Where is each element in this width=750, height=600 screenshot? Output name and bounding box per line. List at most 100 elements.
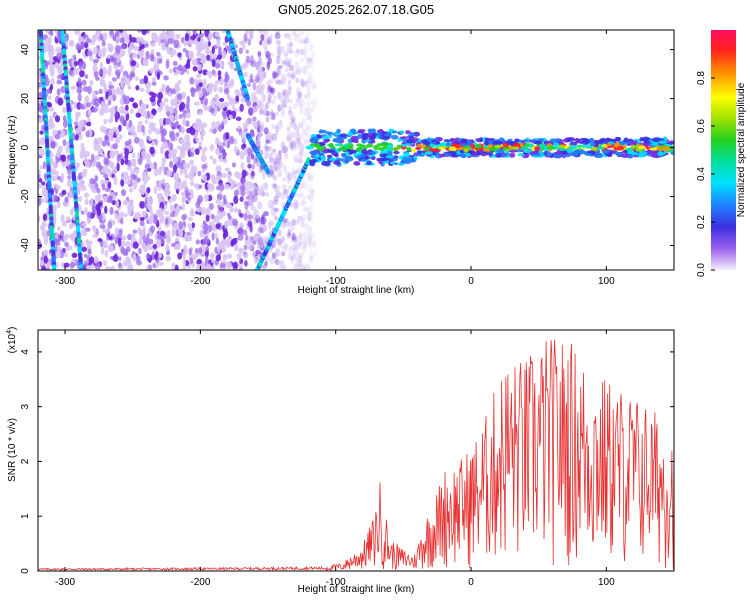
spectrogram-blob [217, 204, 221, 209]
spectrogram-blob [301, 65, 306, 71]
spectrogram-line-blob [494, 144, 501, 149]
spectrogram-blob [178, 124, 182, 133]
spectrogram-line-blob [484, 137, 490, 142]
spectrogram-blob [308, 251, 315, 259]
spectrogram-blob [196, 51, 201, 58]
spectrogram-blob [232, 162, 237, 168]
x-tick-label: -300 [55, 276, 75, 287]
spectrogram-blob [166, 30, 171, 37]
spectrogram-blob [73, 121, 79, 126]
spectrogram-line-blob [339, 146, 346, 151]
spectrogram-blob [152, 243, 157, 250]
spectrogram-blob [60, 154, 67, 163]
spectrogram-line-blob [311, 136, 319, 141]
spectrogram-line-blob [430, 139, 437, 143]
spectrogram-blob [64, 196, 69, 203]
spectrogram-blob [130, 108, 134, 115]
spectrogram-blob [107, 99, 112, 106]
spectrogram-blob [109, 114, 114, 122]
spectrogram-blob [290, 112, 295, 121]
spectrogram-blob [126, 246, 131, 253]
spectrogram-blob [283, 96, 289, 105]
spectrogram-blob [71, 59, 76, 68]
spectrogram-blob [269, 87, 275, 94]
spectrogram-line-blob [328, 157, 337, 161]
spectrogram-line-blob [613, 142, 620, 148]
spectrogram-blob [298, 158, 304, 163]
spectrogram-blob [91, 204, 96, 214]
spectrogram-blob [62, 119, 68, 129]
spectrogram-blob [264, 192, 270, 197]
spectrogram-blob [185, 63, 191, 69]
spectrogram-blob [299, 200, 306, 207]
spectrogram-blob [280, 260, 285, 269]
snr-multiplier-base: (x10 [7, 333, 18, 353]
snr-frame [37, 329, 675, 572]
spectrogram-blob [272, 199, 279, 205]
spectrogram-blob [309, 59, 314, 69]
spectrogram-blob [60, 85, 67, 94]
spectrogram-line-blob [392, 155, 399, 159]
spectrogram-blob [62, 139, 67, 147]
spectrogram-blob [310, 77, 316, 87]
spectrogram-blob [152, 76, 157, 83]
spectrogram-blob [204, 40, 209, 50]
spectrogram-blob [301, 117, 306, 125]
spectrogram-blob [304, 128, 308, 137]
spectrogram-blob [208, 32, 213, 40]
spectrogram-blob [39, 148, 45, 157]
spectrogram-blob [171, 193, 177, 202]
spectrogram-blob [86, 38, 92, 43]
spectrogram-blob [301, 241, 307, 250]
spectrogram-blob [87, 85, 92, 95]
colorbar-tick-label: 0.0 [696, 263, 707, 277]
spectrogram-blob [92, 228, 97, 234]
spectrogram-blob [300, 221, 305, 229]
spectrogram-blob [229, 62, 234, 70]
spectrogram-blob [191, 222, 196, 229]
spectrogram-line-blob [479, 137, 484, 142]
spectrogram-blob [63, 262, 70, 268]
spectrogram-blob [132, 181, 138, 190]
spectrogram-line-blob [495, 152, 502, 158]
spectrogram-line-blob [403, 152, 410, 158]
spectrogram-blob [299, 149, 303, 156]
spectrogram-blob [298, 146, 305, 153]
spectrogram-blob [196, 258, 203, 266]
spectrogram-blob [99, 33, 104, 41]
spectrogram-blob [258, 169, 264, 174]
spectrogram-blob [281, 145, 287, 154]
spectrogram-blob [49, 117, 54, 125]
spectrogram-blob [306, 209, 312, 218]
spectrogram-line-blob [357, 133, 363, 140]
spectrogram-blob [284, 242, 289, 250]
spectrogram-blob [292, 103, 297, 110]
spectrogram-blob [307, 58, 313, 64]
spectrogram-blob [303, 65, 310, 70]
spectrogram-blob [301, 199, 307, 205]
spectrogram-blob [163, 75, 169, 81]
spectrogram-blob [311, 52, 316, 58]
spectrogram-line-blob [415, 146, 422, 151]
spectrogram-blob [189, 171, 194, 177]
spectrogram-blob [115, 127, 120, 136]
spectrogram-line-blob [379, 153, 387, 158]
spectrogram-blob [130, 158, 136, 167]
spectrogram-blob [114, 105, 118, 113]
spectrogram-blob [281, 218, 288, 228]
spectrogram-blob [132, 241, 139, 249]
spectrogram-blob [141, 171, 147, 178]
spectrogram-blob [77, 93, 82, 102]
spectrogram-blob [272, 87, 276, 95]
spectrogram-blob [262, 170, 266, 180]
spectrogram-blob [219, 241, 226, 250]
spectrogram-blob [104, 228, 110, 234]
spectrogram-blob [287, 172, 293, 182]
spectrogram-blob [227, 173, 232, 180]
spectrogram-blob [172, 60, 178, 67]
spectrogram-blob [289, 115, 295, 121]
spectrogram-blob [275, 111, 279, 116]
colorbar-gradient [711, 30, 736, 270]
spectrogram-blob [288, 42, 293, 48]
spectrogram-blob [63, 233, 70, 239]
